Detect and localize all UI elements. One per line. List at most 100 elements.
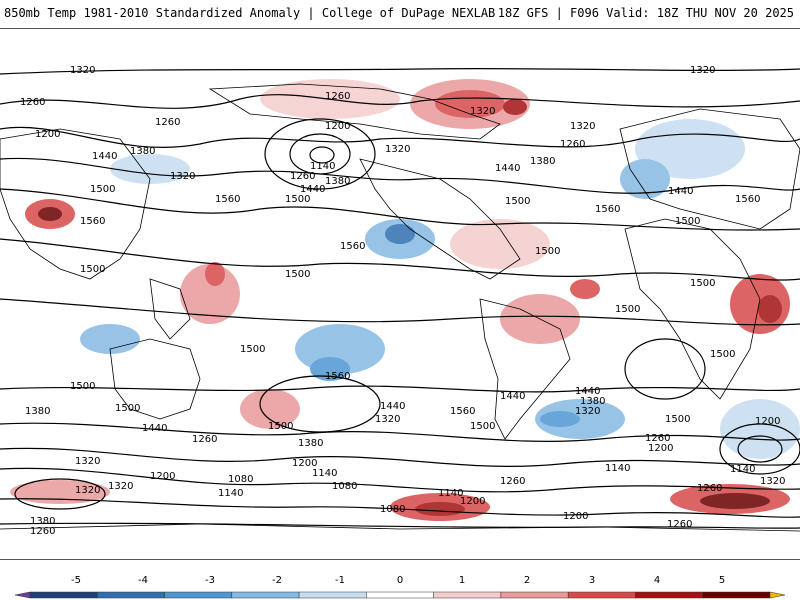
contour-label: 1500 — [535, 246, 560, 257]
header-run-info: 18Z GFS | F096 Valid: 18Z THU NOV 20 202… — [497, 6, 794, 20]
contour-label: 1500 — [285, 194, 310, 205]
contour-label: 1500 — [505, 196, 530, 207]
contour-label: 1260 — [500, 476, 525, 487]
contour-label: 1380 — [325, 176, 350, 187]
contour-label: 1140 — [730, 464, 755, 475]
contour-label: 1320 — [690, 65, 715, 76]
contour-label: 1200 — [648, 443, 673, 454]
anomaly-map-svg: 1320 1320 1260 1260 1260 1200 1200 1140 … — [0, 65, 800, 537]
contour-label: 1320 — [70, 65, 95, 76]
contour-label: 1440 — [142, 423, 167, 434]
colorbar-tick: -4 — [138, 575, 148, 586]
contour-label: 1260 — [697, 483, 722, 494]
colorbar-tick: 5 — [718, 575, 726, 586]
contour-label: 1500 — [675, 216, 700, 227]
colorbar-tick: 4 — [653, 575, 661, 586]
colorbar-tick: -2 — [272, 575, 282, 586]
contour-label: 1200 — [563, 511, 588, 522]
contour-label: 1560 — [215, 194, 240, 205]
contour-label: 1500 — [268, 421, 293, 432]
contour-label: 1380 — [25, 406, 50, 417]
header-title: 850mb Temp 1981-2010 Standardized Anomal… — [4, 6, 496, 20]
colorbar-segment — [97, 591, 165, 599]
colorbar-segment — [366, 591, 434, 599]
contour-label: 1560 — [595, 204, 620, 215]
contour-label: 1560 — [80, 216, 105, 227]
contour-label: 1560 — [325, 371, 350, 382]
contour-label: 1260 — [30, 526, 55, 537]
colorbar-tick: 0 — [396, 575, 404, 586]
contour-label: 1080 — [228, 474, 253, 485]
contour-label: 1500 — [665, 414, 690, 425]
contour-label: 1380 — [30, 516, 55, 527]
contour-label: 1260 — [667, 519, 692, 530]
colorbar-segment — [29, 591, 98, 599]
world-map: 1320 1320 1260 1260 1260 1200 1200 1140 … — [0, 28, 800, 560]
contour-label: 1260 — [290, 171, 315, 182]
contour-label: 1500 — [470, 421, 495, 432]
colorbar-tick: -1 — [335, 575, 345, 586]
colorbar-segment — [164, 591, 233, 599]
colorbar-tick: 3 — [588, 575, 596, 586]
contour-label: 1140 — [312, 468, 337, 479]
contour-label: 1260 — [20, 97, 45, 108]
colorbar-svg — [14, 591, 786, 599]
contour-label-group: 1320 1320 1260 1260 1260 1200 1200 1140 … — [20, 65, 785, 537]
colorbar-segment — [635, 591, 703, 599]
contour-label: 1560 — [735, 194, 760, 205]
contour-label: 1140 — [218, 488, 243, 499]
contour-label: 1440 — [495, 163, 520, 174]
contour-label: 1260 — [560, 139, 585, 150]
contour-label: 1320 — [575, 406, 600, 417]
contour-label: 1440 — [380, 401, 405, 412]
contour-label: 1500 — [615, 304, 640, 315]
contour-label: 1140 — [438, 488, 463, 499]
contour-label: 1140 — [310, 161, 335, 172]
contour-label: 1320 — [375, 414, 400, 425]
contour-label: 1500 — [710, 349, 735, 360]
contour-label: 1320 — [385, 144, 410, 155]
contour-label: 1560 — [450, 406, 475, 417]
contour-label: 1380 — [130, 146, 155, 157]
contour-label: 1320 — [760, 476, 785, 487]
colorbar-segment — [298, 591, 367, 599]
contour-label: 1440 — [92, 151, 117, 162]
colorbar-segment — [500, 591, 569, 599]
contour-label: 1440 — [575, 386, 600, 397]
contour-label: 1320 — [75, 456, 100, 467]
colorbar-segment — [433, 591, 502, 599]
contour-label: 1320 — [75, 485, 100, 496]
contour-label: 1320 — [170, 171, 195, 182]
contour-label: 1380 — [580, 396, 605, 407]
contour-label: 1200 — [325, 121, 350, 132]
contour-label: 1320 — [108, 481, 133, 492]
colorbar: -5 -4 -3 -2 -1 0 1 2 3 4 5 — [0, 570, 800, 600]
contour-label: 1200 — [150, 471, 175, 482]
contour-label: 1260 — [155, 117, 180, 128]
colorbar-segment — [231, 591, 300, 599]
coastlines — [0, 83, 800, 532]
contour-label: 1380 — [530, 156, 555, 167]
contour-label: 1440 — [500, 391, 525, 402]
contour-label: 1500 — [70, 381, 95, 392]
colorbar-segment — [702, 591, 771, 599]
contour-label: 1080 — [380, 504, 405, 515]
contour-label: 1260 — [192, 434, 217, 445]
contour-label: 1200 — [460, 496, 485, 507]
contour-label: 1500 — [80, 264, 105, 275]
contour-label: 1500 — [115, 403, 140, 414]
colorbar-tick: 2 — [523, 575, 531, 586]
colorbar-segments — [14, 591, 786, 599]
contour-label: 1440 — [668, 186, 693, 197]
colorbar-tick: -5 — [71, 575, 81, 586]
contour-label: 1320 — [570, 121, 595, 132]
colorbar-segment — [14, 591, 31, 599]
contour-label: 1140 — [605, 463, 630, 474]
contour-label: 1200 — [755, 416, 780, 427]
contour-label: 1080 — [332, 481, 357, 492]
contour-label: 1440 — [300, 184, 325, 195]
contour-label: 1380 — [298, 438, 323, 449]
contour-label: 1260 — [325, 91, 350, 102]
height-contours — [0, 67, 800, 529]
contour-label: 1260 — [645, 433, 670, 444]
